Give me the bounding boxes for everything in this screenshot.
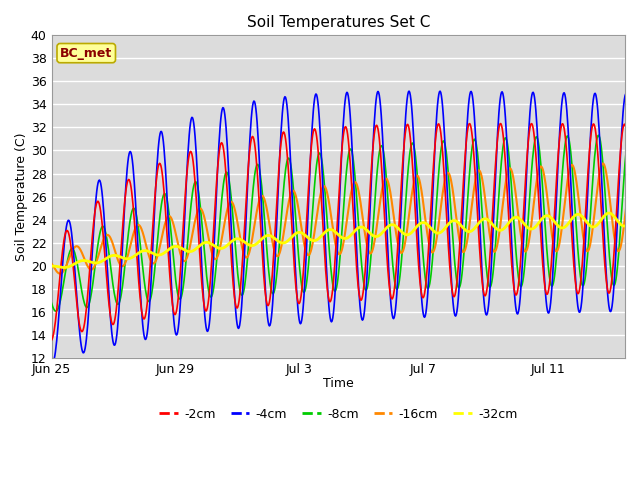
Legend: -2cm, -4cm, -8cm, -16cm, -32cm: -2cm, -4cm, -8cm, -16cm, -32cm — [154, 403, 522, 426]
Y-axis label: Soil Temperature (C): Soil Temperature (C) — [15, 132, 28, 261]
Text: BC_met: BC_met — [60, 47, 113, 60]
X-axis label: Time: Time — [323, 377, 354, 390]
Title: Soil Temperatures Set C: Soil Temperatures Set C — [246, 15, 430, 30]
